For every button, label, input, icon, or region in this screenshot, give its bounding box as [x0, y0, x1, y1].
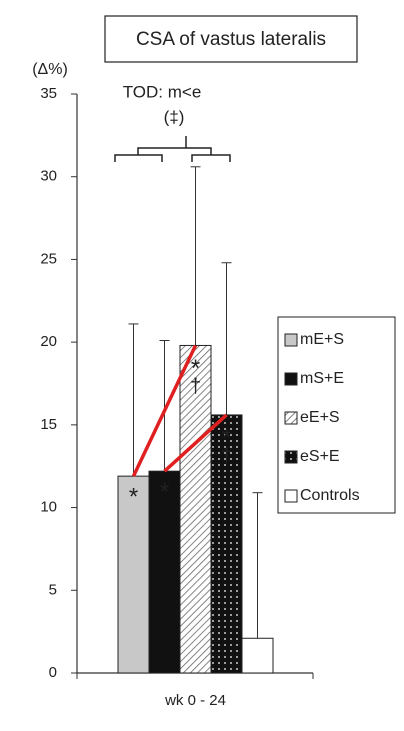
bar-symbol: †: [190, 376, 201, 398]
legend-swatch: [284, 372, 298, 386]
legend-label: eE+S: [300, 409, 340, 426]
y-tick-label: 35: [40, 85, 57, 102]
y-tick-label: 10: [40, 499, 57, 516]
bar: [210, 414, 243, 674]
y-tick-label: 20: [40, 333, 57, 350]
y-tick-label: 0: [49, 664, 57, 681]
y-tick-label: 5: [49, 581, 57, 598]
link-line: [163, 413, 228, 473]
legend-label: mE+S: [300, 331, 344, 348]
legend-label: eS+E: [300, 448, 340, 465]
title-box: [104, 15, 358, 63]
bar: [117, 475, 150, 674]
bar-symbol: *: [129, 483, 138, 510]
legend-swatch: [284, 411, 298, 425]
legend-swatch: [284, 450, 298, 464]
x-tick-label: wk 0 - 24: [164, 692, 226, 709]
y-tick-label: 15: [40, 416, 57, 433]
link-line: [131, 344, 198, 477]
bar-symbol: *: [160, 479, 169, 506]
annotation: TOD: m<e: [123, 82, 202, 101]
annotation-symbol: (‡): [164, 107, 185, 126]
legend-swatch: [284, 333, 298, 347]
legend-label: Controls: [300, 487, 360, 504]
bar-symbol: †: [221, 445, 232, 467]
y-tick-label: 25: [40, 250, 57, 267]
y-axis-label: (Δ%): [32, 61, 68, 78]
bar-symbol: *: [222, 424, 231, 451]
legend-label: mS+E: [300, 370, 344, 387]
y-tick-label: 30: [40, 168, 57, 185]
bar-symbol: *: [191, 355, 200, 382]
bracket: [114, 136, 231, 162]
bar: [241, 637, 274, 674]
chart-title: CSA of vastus lateralis: [136, 29, 326, 50]
legend-swatch: [284, 489, 298, 503]
